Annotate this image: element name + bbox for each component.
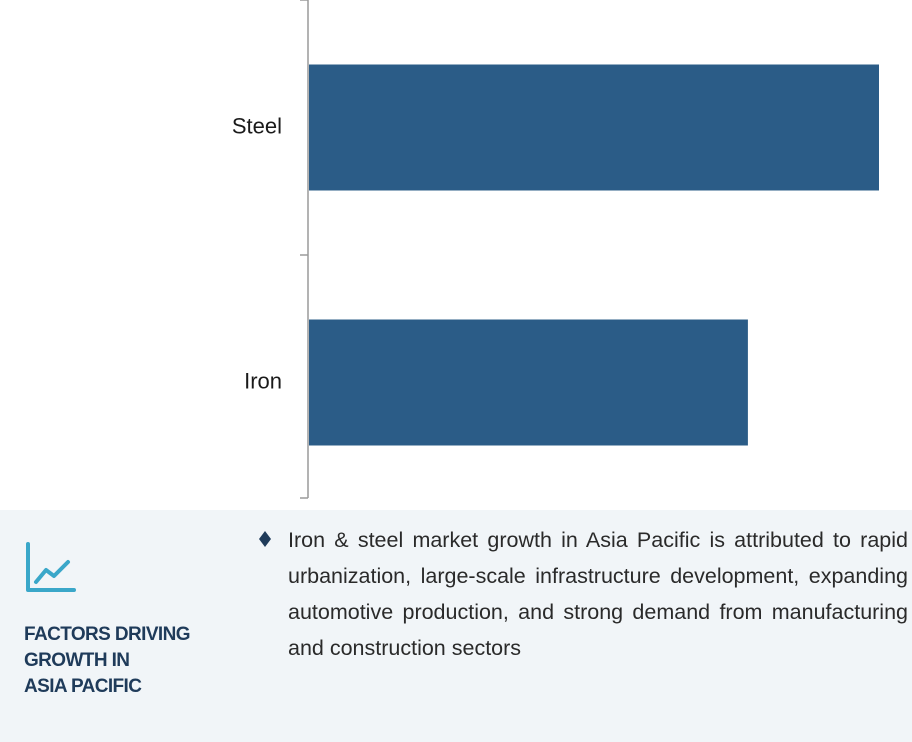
category-label-steel: Steel <box>232 113 282 138</box>
factor-description: Iron & steel market growth in Asia Pacif… <box>288 528 908 660</box>
category-label-iron: Iron <box>244 368 282 393</box>
diamond-bullet-icon <box>259 531 271 547</box>
bar-steel <box>309 64 879 191</box>
bar-chart: Steel Iron <box>232 0 879 499</box>
factors-heading-line: GROWTH IN <box>24 650 130 671</box>
factors-heading-line: ASIA PACIFIC <box>24 676 142 697</box>
bar-iron <box>309 319 748 446</box>
factors-heading-line: FACTORS DRIVING <box>24 624 190 645</box>
factors-heading: FACTORS DRIVING GROWTH IN ASIA PACIFIC <box>24 622 254 700</box>
trend-line-chart-icon <box>26 542 76 592</box>
factors-panel: FACTORS DRIVING GROWTH IN ASIA PACIFIC I… <box>0 510 912 742</box>
